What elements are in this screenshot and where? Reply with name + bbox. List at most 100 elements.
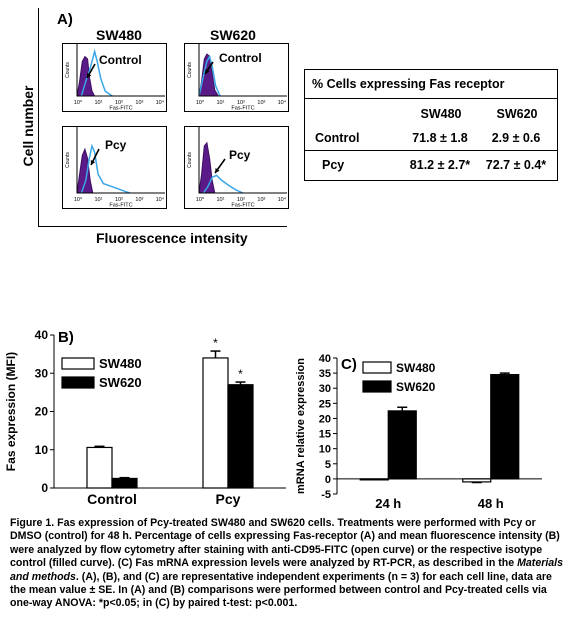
isotype-filled-curve [76, 55, 96, 97]
histogram-plot: Counts 10⁰ 10¹ 10² 10³ 10⁴ Fas-FITC Control [65, 44, 165, 112]
xtick-label: 10¹ [94, 197, 102, 203]
y-tick-label: 40 [319, 353, 331, 365]
fas-fitc-label: Fas-FITC [231, 203, 254, 209]
xtick-label: 10⁰ [196, 99, 205, 106]
chart-b-fas-mfi: B) 0 10 20 30 40 Fas expression (MFI) Control * *… [4, 328, 286, 507]
xtick-label: 10³ [257, 197, 265, 203]
counts-label: Counts [65, 62, 71, 78]
histogram-plot: Counts 10⁰ 10¹ 10² 10³ 10⁴ Fas-FITC Pcy [65, 127, 165, 209]
y-tick-label: 0 [41, 481, 48, 495]
xtick-label: 10² [115, 197, 123, 203]
legend-label: SW480 [99, 356, 142, 371]
legend-swatch-sw480 [61, 357, 95, 370]
xtick-label: 10³ [135, 197, 143, 203]
xtick-label: 10³ [135, 100, 143, 106]
table-cell: 2.9 ± 0.6 [491, 131, 541, 145]
arrow-head [215, 168, 220, 173]
xtick-label: 10⁴ [156, 99, 165, 106]
histogram-sw480-pcy: Counts 10⁰ 10¹ 10² 10³ 10⁴ Fas-FITC Pcy [62, 126, 167, 209]
y-tick-label: 40 [35, 328, 49, 342]
cell-number-axis-title: Cell number [20, 85, 36, 167]
fluorescence-axis-title: Fluorescence intensity [96, 230, 248, 246]
legend-swatch-sw620 [61, 376, 95, 389]
y-tick-label: 5 [325, 459, 331, 471]
y-axis-label: mRNA relative expression [295, 358, 307, 494]
fas-open-curve [80, 143, 131, 194]
histogram-sw480-control: Counts 10⁰ 10¹ 10² 10³ 10⁴ Fas-FITC Control [62, 43, 167, 112]
fas-open-curve [198, 54, 221, 97]
caption-italic: Materials and methods [10, 557, 564, 583]
panel-label: B) [58, 329, 74, 346]
fas-fitc-label: Fas-FITC [109, 106, 132, 112]
xtick-label: 10⁴ [156, 196, 165, 203]
histogram-plot: Counts 10⁰ 10¹ 10² 10³ 10⁴ Fas-FITC Control [187, 44, 287, 112]
panel-a-label: A) [57, 11, 73, 28]
x-category-label: Pcy [216, 491, 241, 507]
bar-sw480 [359, 478, 389, 481]
arrow-head [87, 73, 92, 78]
counts-label: Counts [187, 62, 193, 78]
table-row-label: Pcy [322, 158, 345, 172]
table-col-sw480: SW480 [420, 107, 462, 121]
x-category-label: 24 h [375, 496, 401, 508]
legend-swatch-sw620 [362, 380, 392, 393]
bar-sw620 [111, 477, 138, 489]
histogram-label: Pcy [229, 148, 251, 162]
xtick-label: 10⁰ [196, 196, 205, 203]
counts-label: Counts [65, 152, 71, 168]
bar-sw620 [387, 410, 417, 480]
xtick-label: 10⁰ [74, 99, 83, 106]
fas-fitc-label: Fas-FITC [109, 203, 132, 209]
xtick-label: 10² [237, 197, 245, 203]
isotype-filled-curve [198, 53, 220, 97]
histogram-sw620-control: Counts 10⁰ 10¹ 10² 10³ 10⁴ Fas-FITC Control [184, 43, 289, 112]
y-tick-label: 20 [319, 413, 331, 425]
sw480-header: SW480 [96, 27, 142, 43]
fas-receptor-table: % Cells expressing Fas receptor SW480 SW… [304, 69, 558, 181]
table-title: % Cells expressing Fas receptor [312, 77, 505, 91]
bar-sw480 [462, 478, 492, 483]
x-category-label: 48 h [478, 496, 504, 508]
figure-label: Figure 1. [10, 517, 55, 529]
legend-label: SW480 [396, 361, 436, 375]
y-tick-label: 30 [35, 366, 49, 380]
isotype-filled-curve [198, 141, 216, 194]
table-cell: 81.2 ± 2.7* [409, 158, 471, 172]
counts-label: Counts [187, 152, 193, 168]
significance-marker: * [238, 367, 243, 381]
legend-label: SW620 [396, 380, 436, 394]
bar-sw620 [490, 374, 520, 480]
y-tick-label: 15 [319, 429, 331, 441]
chart-c-mrna-expression: C) -5 0 5 10 15 20 25 30 35 40 mRNA relative expres… [295, 353, 542, 508]
histogram-label: Pcy [105, 138, 127, 152]
table-cell: 72.7 ± 0.4* [485, 158, 547, 172]
xtick-label: 10⁴ [278, 196, 287, 203]
y-tick-label: 20 [35, 405, 49, 419]
y-tick-label: 25 [319, 398, 331, 410]
legend-label: SW620 [99, 375, 142, 390]
figure-caption: Figure 1. Fas expression of Pcy-treated … [10, 517, 570, 611]
xtick-label: 10¹ [216, 100, 224, 106]
histogram-label: Control [99, 53, 142, 67]
significance-marker: * [213, 336, 218, 350]
fas-fitc-label: Fas-FITC [231, 106, 254, 112]
table-row-label: Control [315, 131, 360, 145]
y-tick-label: -5 [321, 489, 331, 501]
caption-text-2: . (A), (B), and (C) are representative i… [10, 570, 552, 610]
sw620-header: SW620 [210, 27, 256, 43]
xtick-label: 10¹ [94, 100, 102, 106]
table-title-rule [305, 98, 557, 99]
histogram-label: Control [219, 51, 262, 65]
xtick-label: 10³ [257, 100, 265, 106]
xtick-label: 10² [115, 100, 123, 106]
xtick-label: 10⁴ [278, 99, 287, 106]
x-category-label: Control [87, 491, 137, 507]
arrow-head [90, 160, 96, 165]
table-col-sw620: SW620 [496, 107, 538, 121]
bar-sw480 [202, 357, 229, 489]
table-row-rule [305, 150, 557, 151]
y-tick-label: 35 [319, 368, 331, 380]
legend-swatch-sw480 [362, 361, 392, 374]
caption-text-1: Fas expression of Pcy-treated SW480 and … [10, 517, 560, 570]
y-tick-label: 10 [35, 443, 49, 457]
